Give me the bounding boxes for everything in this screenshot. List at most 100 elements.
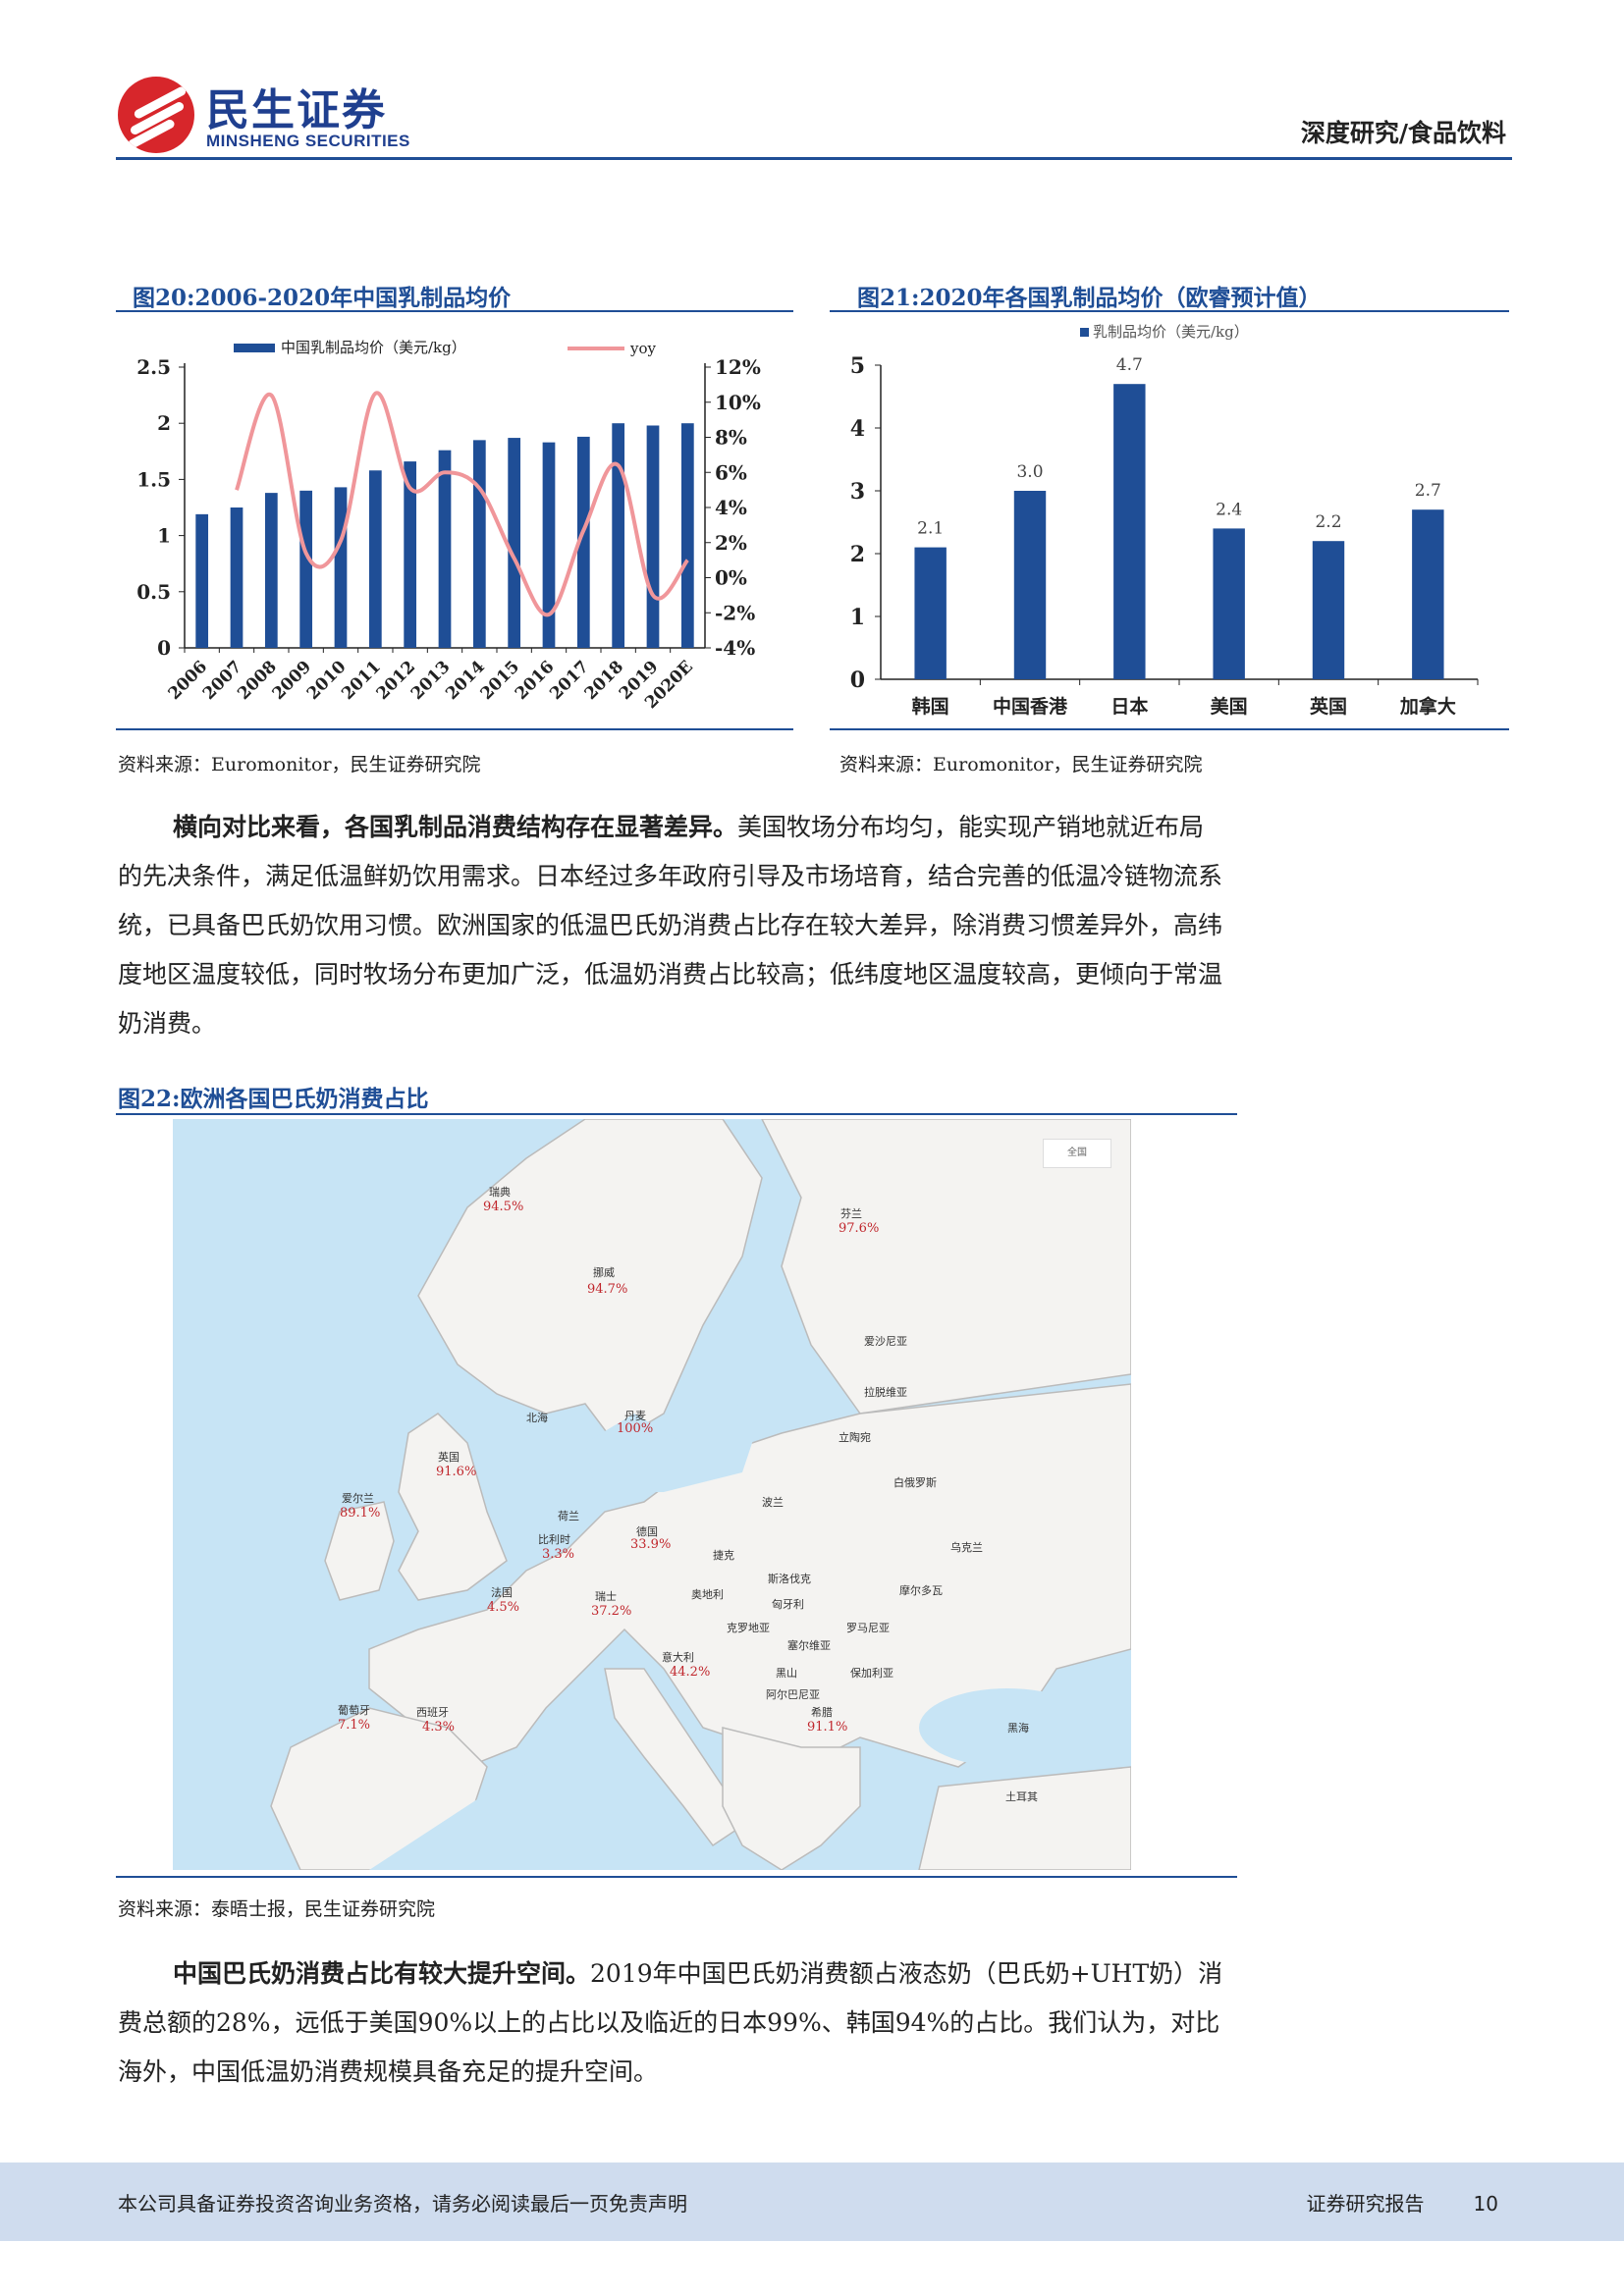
figure22-title: 图22:欧洲各国巴氏奶消费占比 (118, 1086, 429, 1112)
map-label-croatia: 克罗地亚 (727, 1622, 770, 1634)
y-left-tick-label: 1.5 (136, 467, 171, 491)
legend-bar-label: 中国乳制品均价（美元/kg） (281, 339, 466, 356)
y-right-tick-label: 10% (715, 391, 761, 414)
figure21-chart: 乳制品均价（美元/kg） 0 1 2 3 4 5 2.1 韩国 3.0 中国香港 4.7 日本 2.4 美国… (850, 323, 1479, 718)
map-label-belarus: 白俄罗斯 (893, 1476, 937, 1489)
paragraph2-lead: 中国巴氏奶消费占比有较大提升空间。 (173, 1959, 591, 1988)
y-right-tick-label: -4% (715, 636, 755, 660)
figure21-bottom-rule (830, 728, 1509, 730)
y-tick-label: 3 (850, 479, 865, 505)
map-label-estonia: 爱沙尼亚 (864, 1335, 907, 1348)
paragraph2-body: 2019年中国巴氏奶消费额占液态奶（巴氏奶+UHT奶）消费总额的28%，远低于美… (118, 1959, 1223, 2086)
x-tick-label: 美国 (1211, 695, 1248, 718)
y-tick-label: 4 (850, 416, 865, 442)
figure22-top-rule (116, 1113, 1237, 1115)
y-left-tick-label: 2 (157, 411, 171, 435)
footer-disclaimer: 本公司具备证券投资咨询业务资格，请务必阅读最后一页免责声明 (118, 2192, 687, 2216)
x-tick-label: 2012 (373, 657, 420, 704)
map-value-sweden: 94.5% (483, 1200, 524, 1214)
bar-2013 (438, 450, 452, 648)
logo-text-cn: 民生证券 (206, 85, 387, 135)
map-label-italy: 意大利 (662, 1651, 694, 1664)
legend-bar-swatch (234, 344, 275, 352)
map-label-finland: 芬兰 (840, 1207, 862, 1220)
europe-map: 全国 瑞典 94.5% 芬兰 97.6% 挪威 94.7% 丹麦 100% 英国… (173, 1119, 1131, 1870)
report-category: 深度研究/食品饮料 (1300, 119, 1506, 147)
bar-2007 (230, 507, 244, 648)
y-left-tick-label: 0.5 (136, 580, 171, 604)
map-label-spain: 西班牙 (416, 1706, 449, 1719)
map-label-north-sea: 北海 (526, 1412, 548, 1424)
map-label-germany: 德国 (636, 1525, 658, 1538)
figure20-bottom-rule (116, 728, 793, 730)
y-tick-label: 1 (850, 605, 865, 630)
legend-line-label: yoy (629, 340, 657, 357)
map-value-norway: 94.7% (587, 1282, 628, 1297)
bar-2020E (680, 423, 694, 648)
map-value-france: 4.5% (487, 1600, 520, 1615)
figure22-bottom-rule (116, 1876, 1237, 1878)
map-label-portugal: 葡萄牙 (338, 1704, 370, 1717)
map-label-moldova: 摩尔多瓦 (899, 1584, 943, 1597)
bar-2011 (368, 470, 382, 648)
x-tick-label: 2007 (199, 657, 246, 704)
footer-report-type: 证券研究报告 (1306, 2192, 1425, 2216)
y-right-tick-label: 8% (715, 426, 747, 450)
map-label-switzerland: 瑞士 (595, 1590, 617, 1603)
map-scope-select[interactable]: 全国 (1043, 1139, 1111, 1168)
x-tick-label: 2016 (512, 657, 559, 704)
x-tick-label: 2011 (338, 657, 385, 704)
figure21-source: 资料来源：Euromonitor，民生证券研究院 (839, 754, 1203, 775)
figure20-top-rule (116, 310, 793, 312)
map-value-greece: 91.1% (807, 1720, 848, 1735)
map-value-ireland: 89.1% (340, 1506, 381, 1521)
x-tick-label: 2014 (442, 657, 489, 704)
figure22-source: 资料来源：泰晤士报，民生证券研究院 (118, 1898, 436, 1920)
x-tick-label: 2017 (546, 657, 593, 704)
map-label-hungary: 匈牙利 (772, 1598, 804, 1611)
map-label-serbia: 塞尔维亚 (787, 1639, 831, 1652)
x-tick-label: 日本 (1110, 695, 1148, 718)
data-label-美国: 2.4 (1216, 500, 1242, 519)
map-value-finland: 97.6% (839, 1221, 880, 1236)
paragraph1-body: 美国牧场分布均匀，能实现产销地就近布局的先决条件，满足低温鲜奶饮用需求。日本经过… (118, 813, 1223, 1038)
map-value-portugal: 7.1% (338, 1718, 371, 1733)
map-label-turkey: 土耳其 (1005, 1790, 1038, 1803)
map-value-spain: 4.3% (422, 1720, 456, 1735)
map-value-belgium: 3.3% (542, 1547, 575, 1562)
y-right-tick-label: -2% (715, 601, 755, 624)
y-tick-label: 0 (850, 667, 865, 693)
bar-加拿大 (1412, 509, 1444, 679)
bar-2008 (264, 493, 278, 648)
bar-2009 (299, 490, 313, 648)
figure21-title: 图21:2020年各国乳制品均价（欧睿预计值） (857, 285, 1322, 311)
paragraph1-lead: 横向对比来看，各国乳制品消费结构存在显著差异。 (173, 813, 738, 841)
map-label-denmark: 丹麦 (624, 1410, 646, 1422)
map-label-ukraine: 乌克兰 (950, 1541, 983, 1554)
europe-map-shapes (173, 1119, 1131, 1870)
map-value-denmark: 100% (617, 1421, 654, 1436)
y-right-tick-label: 4% (715, 496, 747, 519)
map-value-uk: 91.6% (436, 1465, 477, 1479)
map-label-netherlands: 荷兰 (558, 1510, 579, 1522)
legend-bar-swatch (1080, 328, 1089, 337)
bar-中国香港 (1013, 491, 1047, 679)
y-tick-label: 2 (850, 542, 865, 567)
bar-美国 (1213, 528, 1245, 679)
map-label-france: 法国 (491, 1586, 513, 1599)
page-number: 10 (1473, 2192, 1498, 2216)
map-label-uk: 英国 (438, 1451, 460, 1464)
figure20-title: 图20:2006-2020年中国乳制品均价 (133, 285, 512, 311)
bar-2017 (576, 436, 590, 648)
company-logo: 民生证券 MINSHENG SECURITIES (116, 69, 430, 157)
map-label-romania: 罗马尼亚 (846, 1622, 890, 1634)
data-label-英国: 2.2 (1315, 512, 1341, 532)
paragraph-structure-difference: 横向对比来看，各国乳制品消费结构存在显著差异。美国牧场分布均匀，能实现产销地就近… (118, 803, 1227, 1048)
map-label-austria: 奥地利 (691, 1588, 724, 1601)
y-right-tick-label: 6% (715, 460, 747, 484)
page-footer: 本公司具备证券投资咨询业务资格，请务必阅读最后一页免责声明 证券研究报告 10 (0, 2163, 1624, 2241)
footer-meta: 证券研究报告 10 (1307, 2188, 1498, 2216)
bar-2012 (404, 461, 417, 648)
figure20-source: 资料来源：Euromonitor，民生证券研究院 (118, 754, 481, 775)
map-label-slovakia: 斯洛伐克 (768, 1573, 811, 1585)
